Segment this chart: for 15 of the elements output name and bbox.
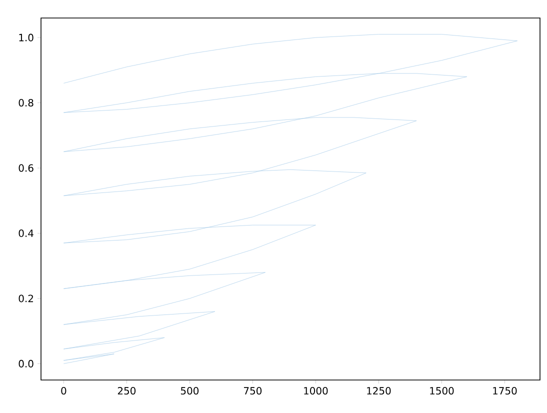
x-tick-label: 1750 [493, 387, 517, 395]
line-series [64, 34, 518, 364]
y-tick-label: 1.0 [19, 34, 34, 42]
y-tick-label: 0.0 [18, 360, 34, 368]
y-tick-label: 0.8 [18, 99, 34, 107]
x-tick-label: 250 [118, 387, 136, 395]
y-tick-label: 0.4 [18, 229, 34, 238]
x-tick-label: 1000 [304, 387, 328, 395]
y-tick-label: 0.2 [18, 294, 33, 302]
x-tick-label: 750 [244, 387, 262, 395]
y-tick-label: 0.6 [18, 164, 34, 172]
x-tick-label: 500 [180, 387, 199, 395]
x-tick-label: 1500 [430, 387, 454, 395]
x-tick-label: 0 [61, 387, 66, 395]
x-tick-label: 1250 [367, 387, 391, 395]
